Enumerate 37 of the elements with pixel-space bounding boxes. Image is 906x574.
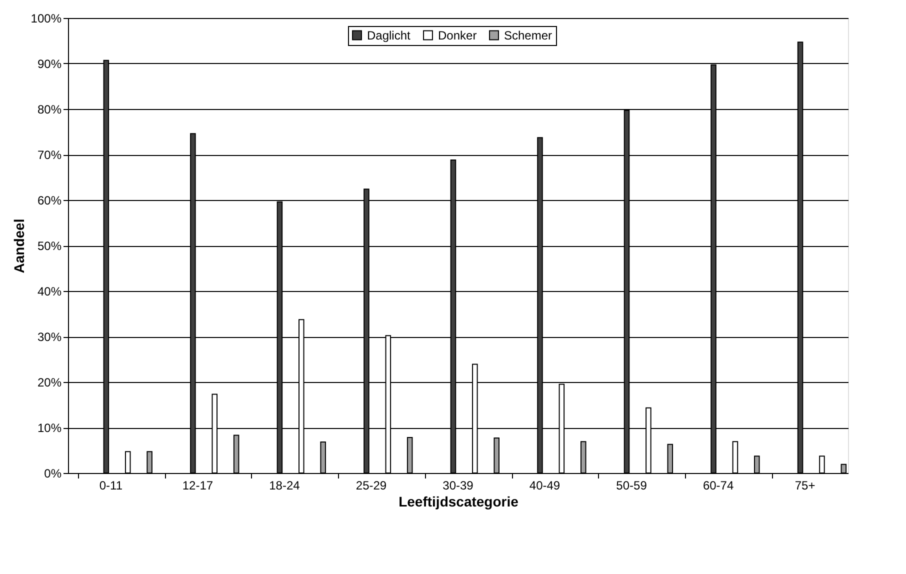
legend-label: Schemer [504, 28, 552, 42]
bar [320, 442, 326, 474]
y-tick-label: 30% [37, 330, 62, 344]
y-tick-label: 80% [37, 102, 62, 116]
x-axis-title: Leeftijdscategorie [398, 494, 519, 510]
y-tick-label: 50% [37, 239, 62, 253]
x-tick-label: 0-11 [99, 478, 123, 492]
x-tick-label: 30-39 [442, 478, 474, 492]
x-tick-label: 25-29 [356, 478, 387, 492]
bar [732, 441, 738, 474]
bar [146, 451, 152, 474]
y-tick-label: 100% [30, 12, 62, 26]
x-tick-label: 50-59 [616, 478, 648, 492]
y-tick-label: 0% [44, 466, 62, 480]
x-tick-label: 40-49 [529, 478, 560, 492]
bar [494, 437, 500, 474]
bar [124, 451, 131, 474]
y-tick-label: 20% [37, 376, 62, 390]
bar [233, 434, 240, 474]
y-tick-label: 60% [37, 194, 62, 208]
bar [580, 441, 586, 474]
legend-label: Daglicht [367, 28, 412, 42]
x-tick-label: 75+ [794, 478, 816, 492]
x-tick-label: 18-24 [269, 478, 300, 492]
legend-label: Donker [438, 28, 477, 42]
x-tick-label: 60-74 [702, 478, 734, 492]
x-tick-label: 12-17 [182, 478, 214, 492]
y-tick-label: 70% [37, 148, 62, 162]
y-tick-label: 90% [37, 57, 62, 71]
bar [406, 437, 413, 474]
y-tick-label: 40% [37, 284, 62, 298]
y-axis-title: Aandeel [10, 218, 27, 274]
y-tick-label: 10% [37, 421, 62, 435]
bar [840, 464, 847, 474]
bar [819, 456, 825, 474]
bar [754, 456, 760, 474]
bar [667, 444, 674, 474]
